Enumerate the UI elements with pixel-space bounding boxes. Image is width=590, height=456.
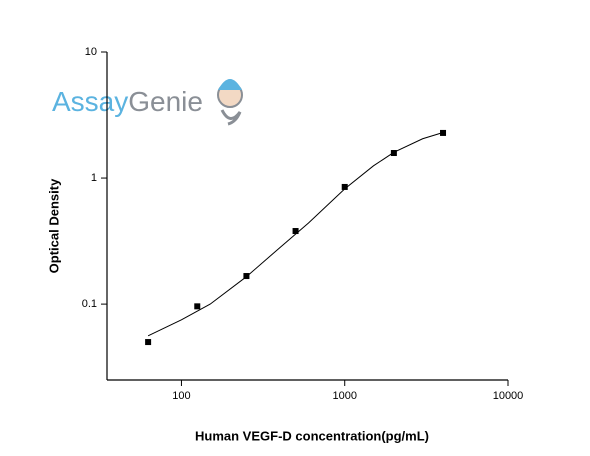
- logo-part: Assay: [52, 86, 128, 117]
- logo-icon: [218, 79, 242, 90]
- x-tick-label: 100: [172, 390, 190, 402]
- logo-text: AssayGenie: [52, 86, 203, 117]
- x-tick-label: 1000: [332, 390, 356, 402]
- logo: AssayGenie: [52, 79, 243, 126]
- y-axis-title: Optical Density: [46, 178, 61, 273]
- data-point: [145, 339, 152, 346]
- data-point: [194, 303, 201, 310]
- y-tick-label: 1: [91, 172, 97, 184]
- data-point: [292, 228, 299, 235]
- data-point: [390, 150, 397, 157]
- logo-part: Genie: [128, 86, 203, 117]
- x-tick-label: 10000: [493, 390, 524, 402]
- x-axis-title: Human VEGF-D concentration(pg/mL): [195, 428, 429, 443]
- logo-icon: [220, 109, 242, 126]
- y-tick-label: 10: [85, 46, 97, 58]
- fit-curve: [147, 131, 444, 337]
- y-tick-label: 0.1: [82, 298, 97, 310]
- data-point: [341, 183, 348, 190]
